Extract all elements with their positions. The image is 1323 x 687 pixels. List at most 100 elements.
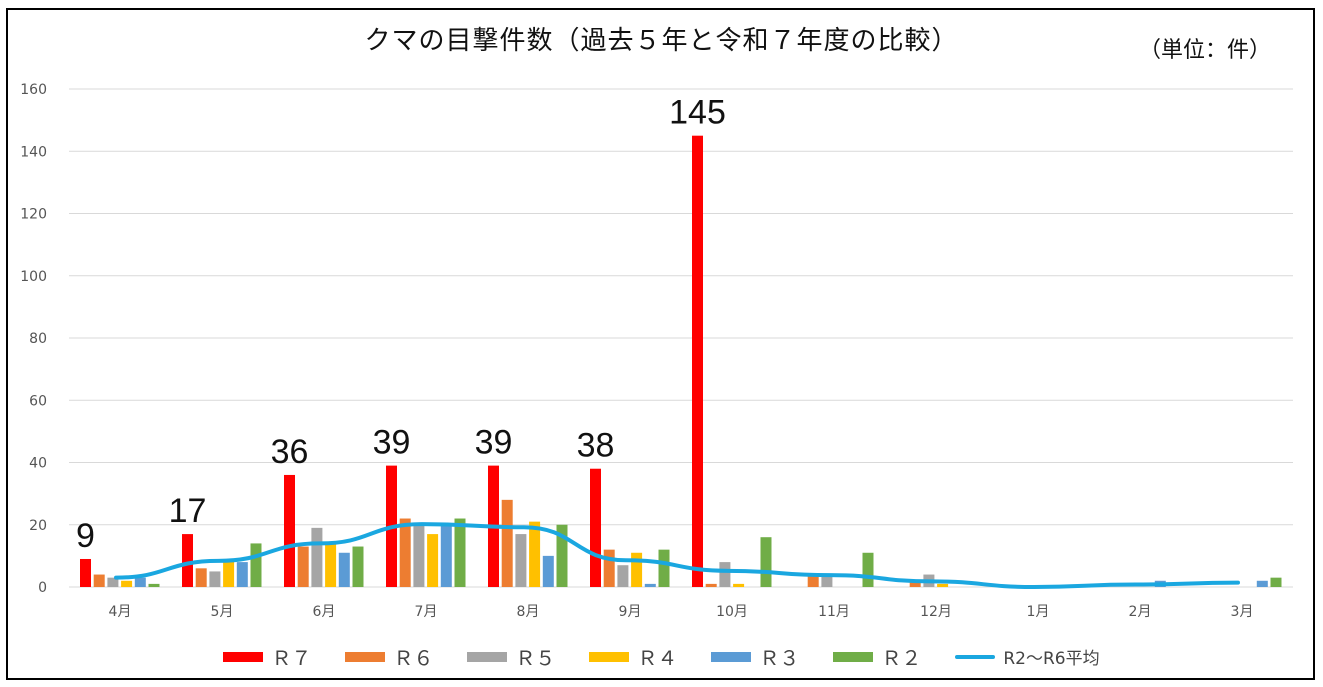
y-tick-label: 160: [20, 82, 47, 98]
legend-swatch: [955, 654, 996, 659]
legend-swatch: [345, 651, 386, 662]
legend-swatch: [589, 651, 630, 662]
legend-item: Ｒ２: [833, 642, 921, 671]
bar-Ｒ５-10月: [719, 562, 731, 587]
bar-Ｒ７-9月: [590, 468, 601, 587]
bar-Ｒ２-10月: [760, 537, 772, 587]
bar-Ｒ６-5月: [195, 568, 207, 587]
data-label: 9: [76, 517, 95, 555]
legend-swatch: [467, 651, 508, 662]
bar-Ｒ３-6月: [338, 552, 350, 587]
bar-Ｒ６-9月: [603, 549, 615, 587]
bar-Ｒ６-8月: [501, 499, 513, 587]
bar-Ｒ５-9月: [617, 565, 629, 587]
legend-swatch: [711, 651, 752, 662]
bar-Ｒ７-4月: [80, 558, 91, 587]
legend-label: Ｒ２: [881, 646, 922, 670]
bar-Ｒ４-12月: [937, 583, 949, 587]
bar-Ｒ４-6月: [325, 543, 337, 587]
bar-Ｒ５-6月: [311, 527, 323, 587]
unit-label: （単位：件）: [1138, 38, 1271, 63]
bar-Ｒ５-5月: [209, 571, 221, 587]
y-tick-label: 120: [20, 207, 47, 223]
bar-Ｒ２-11月: [862, 552, 874, 587]
bar-Ｒ２-3月: [1270, 577, 1282, 587]
legend-swatch: [833, 651, 874, 662]
bar-Ｒ４-5月: [223, 558, 235, 587]
x-tick-label: 6月: [313, 604, 336, 620]
chart-title: クマの目撃件数（過去５年と令和７年度の比較）: [364, 26, 959, 56]
legend-item: Ｒ３: [711, 642, 799, 671]
legend-label: Ｒ４: [637, 646, 678, 670]
x-tick-label: 2月: [1129, 604, 1152, 620]
x-tick-label: 3月: [1231, 604, 1254, 620]
legend-label: R2～R6平均: [1003, 649, 1100, 669]
bar-Ｒ３-7月: [440, 524, 452, 587]
bar-Ｒ５-4月: [107, 577, 119, 587]
legend-label: Ｒ６: [393, 646, 434, 670]
data-label: 145: [669, 94, 726, 132]
bar-Ｒ４-7月: [427, 534, 439, 587]
bar-Ｒ７-10月: [692, 135, 703, 587]
legend-swatch: [223, 651, 264, 662]
x-tick-label: 9月: [619, 604, 642, 620]
bar-Ｒ２-6月: [352, 546, 364, 587]
y-tick-label: 100: [20, 269, 47, 285]
y-tick-label: 40: [29, 456, 47, 472]
bar-Ｒ３-8月: [542, 555, 554, 587]
bar-Ｒ５-8月: [515, 534, 527, 587]
data-label: 38: [577, 427, 615, 465]
average-line: [114, 522, 1240, 590]
bar-Ｒ６-7月: [399, 518, 411, 587]
bar-Ｒ２-8月: [556, 524, 568, 587]
bar-Ｒ６-12月: [909, 580, 921, 587]
data-label: 39: [373, 424, 411, 462]
data-label: 36: [271, 433, 309, 471]
y-tick-label: 20: [29, 518, 47, 534]
bar-Ｒ３-9月: [644, 583, 656, 587]
bar-Ｒ２-4月: [148, 583, 160, 587]
bar-Ｒ３-5月: [236, 562, 248, 587]
x-tick-label: 10月: [716, 604, 748, 620]
legend-item-average: R2～R6平均: [955, 642, 1100, 671]
bar-Ｒ２-9月: [658, 549, 670, 587]
bar-Ｒ６-6月: [297, 546, 309, 587]
legend-label: Ｒ３: [759, 646, 800, 670]
x-tick-label: 4月: [109, 604, 132, 620]
legend-label: Ｒ７: [271, 646, 312, 670]
bar-Ｒ７-6月: [284, 474, 295, 587]
legend-item: Ｒ５: [467, 642, 555, 671]
bar-Ｒ４-9月: [631, 552, 643, 587]
bar-Ｒ２-7月: [454, 518, 466, 587]
bar-Ｒ４-8月: [529, 521, 541, 587]
bar-Ｒ７-5月: [182, 534, 193, 587]
y-tick-label: 80: [29, 331, 47, 347]
y-tick-label: 60: [29, 393, 47, 409]
bar-Ｒ４-4月: [121, 580, 133, 587]
legend: Ｒ７ Ｒ６ Ｒ５ Ｒ４ Ｒ３ Ｒ２ R2～R6平均: [0, 642, 1323, 671]
bar-Ｒ６-11月: [807, 574, 819, 587]
bar-Ｒ６-10月: [705, 583, 717, 587]
legend-item: Ｒ４: [589, 642, 677, 671]
legend-item: Ｒ６: [345, 642, 433, 671]
legend-label: Ｒ５: [515, 646, 556, 670]
bar-Ｒ６-4月: [93, 574, 105, 587]
bar-Ｒ３-3月: [1256, 580, 1268, 587]
data-label: 17: [169, 492, 207, 530]
bar-Ｒ５-11月: [821, 574, 833, 587]
bar-Ｒ５-7月: [413, 524, 425, 587]
x-tick-label: 1月: [1027, 604, 1050, 620]
bar-Ｒ４-10月: [733, 583, 745, 587]
data-label: 39: [475, 424, 513, 462]
y-tick-label: 140: [20, 144, 47, 160]
y-tick-label: 0: [38, 580, 47, 596]
x-tick-label: 8月: [517, 604, 540, 620]
bar-Ｒ２-5月: [250, 543, 262, 587]
x-tick-label: 11月: [818, 604, 850, 620]
x-tick-label: 7月: [415, 604, 438, 620]
bar-Ｒ３-4月: [134, 577, 146, 587]
x-tick-label: 12月: [920, 604, 952, 620]
legend-item: Ｒ７: [223, 642, 311, 671]
x-tick-label: 5月: [211, 604, 234, 620]
